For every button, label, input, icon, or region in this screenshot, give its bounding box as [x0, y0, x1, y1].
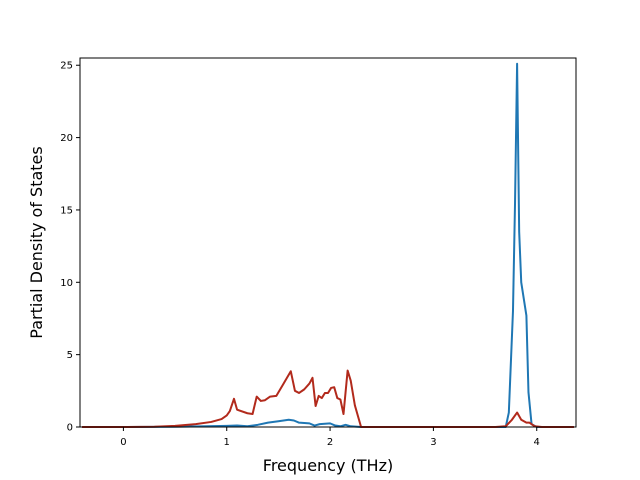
y-tick-label: 15: [60, 205, 73, 216]
series-line-1: [82, 62, 574, 428]
y-axis-label: Partial Density of States: [27, 146, 46, 338]
ticks-layer: 0 1 2 3 4 0 5 10 15 20 25: [60, 61, 540, 448]
y-tick-label: 25: [60, 61, 73, 72]
x-tick-label: 3: [430, 437, 436, 448]
series-layer: [82, 62, 574, 428]
y-tick-label: 5: [67, 350, 73, 361]
x-axis-label: Frequency (THz): [263, 456, 393, 475]
x-tick-label: 2: [327, 437, 333, 448]
y-tick-label: 20: [60, 133, 73, 144]
x-tick-label: 4: [534, 437, 540, 448]
y-tick-label: 0: [67, 423, 73, 434]
y-tick-label: 10: [60, 278, 73, 289]
x-tick-label: 0: [120, 437, 126, 448]
series-line-2: [82, 369, 574, 428]
plot-frame: [79, 57, 577, 428]
x-tick-label: 1: [224, 437, 230, 448]
